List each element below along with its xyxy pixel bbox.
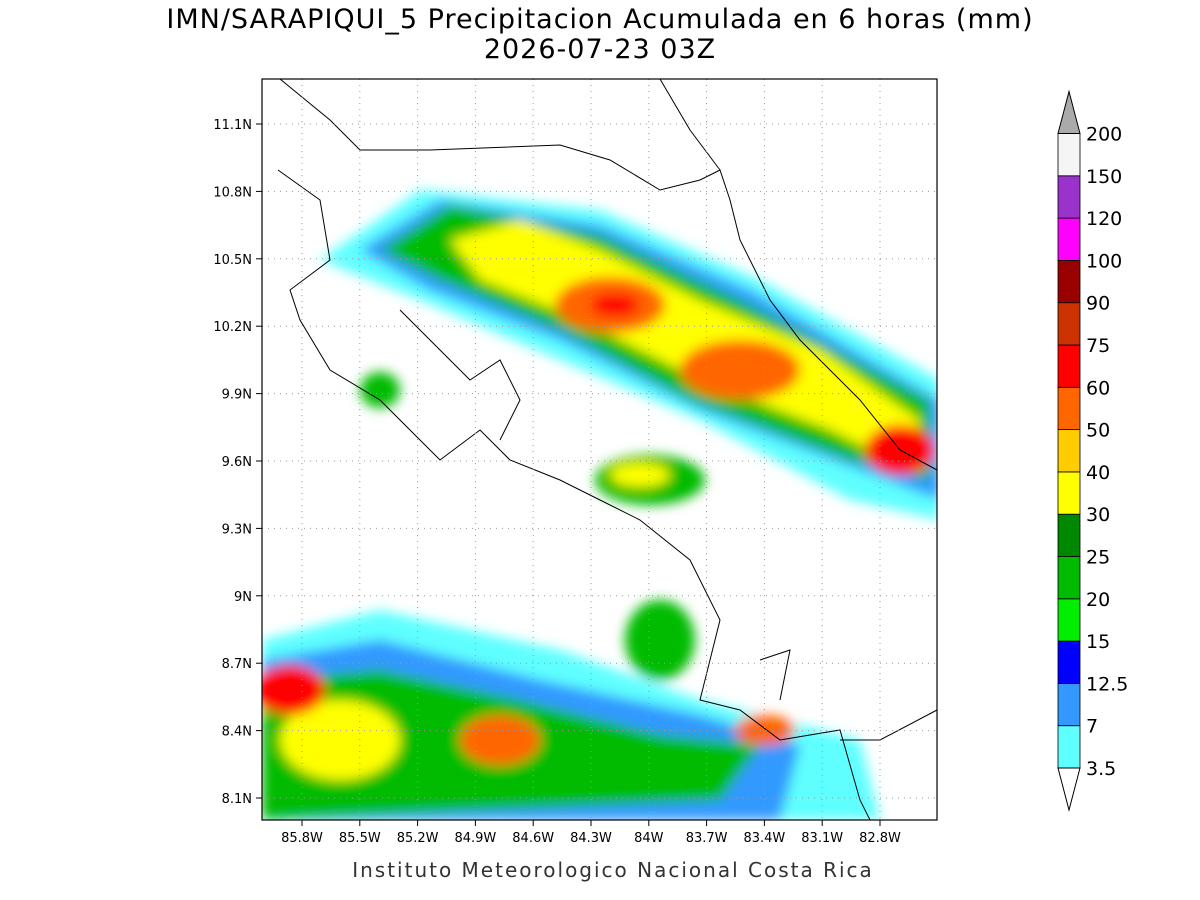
colorbar-label: 200 xyxy=(1086,124,1122,146)
lat-label: 8.4N xyxy=(222,725,252,740)
lon-label: 83.1W xyxy=(801,831,843,846)
subtitle: 2026-07-23 03Z xyxy=(484,34,716,65)
colorbar-label: 90 xyxy=(1086,293,1110,315)
lat-label: 9N xyxy=(234,590,252,605)
lat-label: 9.9N xyxy=(222,388,252,403)
colorbar-arrow-top xyxy=(1057,89,1081,134)
lat-label: 10.2N xyxy=(213,320,252,335)
colorbar-box xyxy=(1057,598,1081,642)
colorbar-label: 15 xyxy=(1086,631,1110,653)
colorbar-box xyxy=(1057,640,1081,684)
colorbar-label: 25 xyxy=(1086,547,1110,569)
footer: Instituto Meteorologico Nacional Costa R… xyxy=(352,858,874,882)
lon-label: 85.8W xyxy=(281,831,323,846)
colorbar-box xyxy=(1057,259,1081,304)
lat-label: 11.1N xyxy=(213,118,252,133)
lon-label: 83.7W xyxy=(686,831,728,846)
colorbar-label: 40 xyxy=(1086,462,1110,484)
lat-label: 9.6N xyxy=(222,455,252,470)
colorbar-label: 120 xyxy=(1086,208,1122,230)
colorbar-label: 75 xyxy=(1086,335,1110,357)
lon-label: 84W xyxy=(634,831,664,846)
colorbar-label: 12.5 xyxy=(1086,673,1128,695)
colorbar-label: 60 xyxy=(1086,377,1110,399)
lon-label: 84.3W xyxy=(570,831,612,846)
title: IMN/SARAPIQUI_5 Precipitacion Acumulada … xyxy=(166,4,1033,35)
colorbar-arrow-bottom xyxy=(1057,767,1081,812)
precip-field xyxy=(262,79,937,820)
colorbar: 3.5 7 12.5 15 20 25 30 40 50 60 75 90 100 120 150 200 xyxy=(1057,89,1128,812)
colorbar-box xyxy=(1057,217,1081,261)
colorbar-box xyxy=(1057,302,1081,346)
lat-label: 10.5N xyxy=(213,253,252,268)
lat-label: 8.7N xyxy=(222,657,252,672)
colorbar-label: 150 xyxy=(1086,166,1122,188)
colorbar-box xyxy=(1057,683,1081,727)
lon-label: 84.6W xyxy=(512,831,554,846)
colorbar-label: 50 xyxy=(1086,420,1110,442)
lon-label: 83.4W xyxy=(743,831,785,846)
colorbar-box xyxy=(1057,471,1081,515)
colorbar-label: 7 xyxy=(1086,716,1098,738)
lat-label: 9.3N xyxy=(222,522,252,537)
lat-label: 8.1N xyxy=(222,792,252,807)
lat-label: 10.8N xyxy=(213,185,252,200)
colorbar-label: 100 xyxy=(1086,250,1122,272)
colorbar-box xyxy=(1057,175,1081,219)
colorbar-label: 3.5 xyxy=(1086,758,1116,780)
lon-label: 82.8W xyxy=(859,831,901,846)
colorbar-box xyxy=(1057,725,1081,769)
colorbar-box xyxy=(1057,386,1081,430)
lon-label: 85.2W xyxy=(397,831,439,846)
colorbar-label: 20 xyxy=(1086,589,1110,611)
lon-label: 85.5W xyxy=(339,831,381,846)
lon-label: 84.9W xyxy=(454,831,496,846)
colorbar-box xyxy=(1057,513,1081,557)
graticule: 11.1N 10.8N 10.5N 10.2N 9.9N 9.6N 9.3N 9N 8.7N 8.… xyxy=(213,79,937,846)
map-frame xyxy=(261,78,938,821)
colorbar-box xyxy=(1057,133,1081,177)
colorbar-box xyxy=(1057,429,1081,473)
colorbar-box xyxy=(1057,344,1081,388)
colorbar-box xyxy=(1057,556,1081,600)
colorbar-label: 30 xyxy=(1086,504,1110,526)
